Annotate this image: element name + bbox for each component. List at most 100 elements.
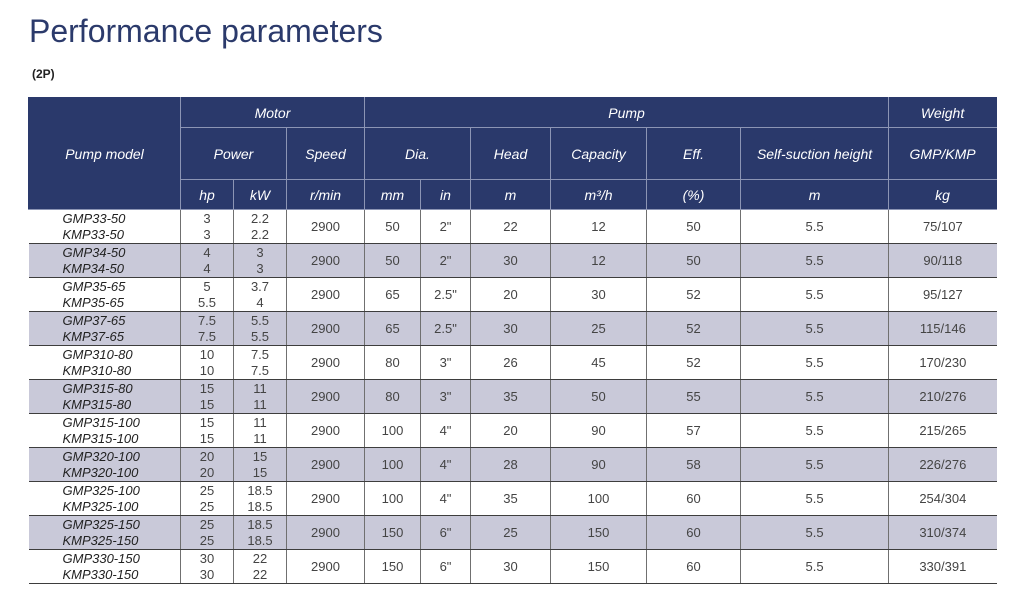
kmp-power-kw: 2.2 xyxy=(250,226,270,242)
capacity-cell: 12 xyxy=(550,209,647,244)
gmp-model-name: GMP320-100 xyxy=(62,448,140,464)
eff-cell: 52 xyxy=(646,311,741,346)
header-dia: Dia. xyxy=(364,127,471,180)
kmp-power-hp: 5.5 xyxy=(197,294,217,310)
model-cell: GMP325-150 KMP325-150 xyxy=(28,515,181,550)
self-suction-cell: 5.5 xyxy=(739,413,889,448)
gmp-power-kw: 3 xyxy=(256,244,264,260)
gmp-model-name: GMP315-100 xyxy=(62,414,140,430)
head-cell: 30 xyxy=(470,311,551,346)
unit-weight: kg xyxy=(888,179,998,210)
dia-in-cell: 2" xyxy=(420,243,471,278)
model-cell: GMP315-100 KMP315-100 xyxy=(28,413,181,448)
capacity-cell: 25 xyxy=(550,311,647,346)
header-weight-group: Weight xyxy=(888,97,998,128)
model-cell: GMP34-50 KMP34-50 xyxy=(28,243,181,278)
speed-cell: 2900 xyxy=(286,209,365,244)
kmp-power-hp: 25 xyxy=(199,498,215,514)
header-pump-group: Pump xyxy=(363,97,890,128)
kmp-power-hp: 30 xyxy=(199,566,215,582)
capacity-cell: 50 xyxy=(550,379,647,414)
dia-mm-cell: 65 xyxy=(364,277,421,312)
gmp-power-kw: 2.2 xyxy=(250,210,270,226)
weight-cell: 226/276 xyxy=(888,447,997,482)
eff-cell: 60 xyxy=(646,481,741,516)
unit-speed: r/min xyxy=(286,179,365,210)
self-suction-cell: 5.5 xyxy=(739,515,889,550)
header-row-groups: Pump model Motor Pump Weight xyxy=(28,97,998,210)
model-cell: GMP33-50 KMP33-50 xyxy=(28,209,181,244)
kmp-power-hp: 7.5 xyxy=(197,328,217,344)
head-cell: 35 xyxy=(470,379,551,414)
dia-mm-cell: 80 xyxy=(364,345,421,380)
self-suction-cell: 5.5 xyxy=(739,481,889,516)
unit-eff: (%) xyxy=(646,179,741,210)
gmp-model-name: GMP315-80 xyxy=(62,380,133,396)
dia-mm-cell: 50 xyxy=(364,243,421,278)
model-cell: GMP330-150 KMP330-150 xyxy=(28,549,181,584)
speed-cell: 2900 xyxy=(286,311,365,346)
speed-cell: 2900 xyxy=(286,549,365,584)
kmp-power-kw: 18.5 xyxy=(247,498,273,514)
capacity-cell: 90 xyxy=(550,413,647,448)
speed-cell: 2900 xyxy=(286,277,365,312)
capacity-cell: 150 xyxy=(550,549,647,584)
weight-cell: 75/107 xyxy=(888,209,997,244)
kmp-model-name: KMP315-100 xyxy=(62,430,139,446)
model-cell: GMP315-80 KMP315-80 xyxy=(28,379,181,414)
self-suction-cell: 5.5 xyxy=(739,311,889,346)
power-kw-cell: 11 11 xyxy=(233,379,287,414)
gmp-power-hp: 25 xyxy=(199,516,215,532)
model-cell: GMP320-100 KMP320-100 xyxy=(28,447,181,482)
power-hp-cell: 7.5 7.5 xyxy=(180,311,234,346)
eff-cell: 60 xyxy=(646,515,741,550)
header-pump-model: Pump model xyxy=(28,97,181,210)
kmp-power-kw: 5.5 xyxy=(250,328,270,344)
gmp-power-hp: 7.5 xyxy=(197,312,217,328)
kmp-model-name: KMP34-50 xyxy=(62,260,124,276)
capacity-cell: 150 xyxy=(550,515,647,550)
self-suction-cell: 5.5 xyxy=(739,447,889,482)
dia-mm-cell: 100 xyxy=(364,447,421,482)
dia-in-cell: 2.5" xyxy=(420,277,471,312)
head-cell: 22 xyxy=(470,209,551,244)
speed-cell: 2900 xyxy=(286,515,365,550)
gmp-model-name: GMP325-150 xyxy=(62,516,140,532)
head-cell: 28 xyxy=(470,447,551,482)
unit-dia-mm: mm xyxy=(364,179,421,210)
dia-in-cell: 4" xyxy=(420,447,471,482)
gmp-power-hp: 20 xyxy=(199,448,215,464)
kmp-power-kw: 11 xyxy=(253,430,267,446)
kmp-power-kw: 22 xyxy=(252,566,268,582)
header-motor-group: Motor xyxy=(180,97,365,128)
gmp-power-hp: 30 xyxy=(199,550,215,566)
power-kw-cell: 15 15 xyxy=(233,447,287,482)
gmp-power-kw: 15 xyxy=(252,448,268,464)
unit-hp: hp xyxy=(180,179,234,210)
head-cell: 20 xyxy=(470,277,551,312)
self-suction-cell: 5.5 xyxy=(739,549,889,584)
capacity-cell: 90 xyxy=(550,447,647,482)
model-cell: GMP325-100 KMP325-100 xyxy=(28,481,181,516)
gmp-power-kw: 11 xyxy=(253,414,267,430)
gmp-model-name: GMP34-50 xyxy=(62,244,126,260)
gmp-power-hp: 15 xyxy=(199,380,215,396)
weight-cell: 210/276 xyxy=(888,379,997,414)
gmp-model-name: GMP35-65 xyxy=(62,278,126,294)
power-hp-cell: 25 25 xyxy=(180,481,234,516)
kmp-power-kw: 4 xyxy=(256,294,264,310)
self-suction-cell: 5.5 xyxy=(739,379,889,414)
table-row: GMP325-100 KMP325-100 25 25 18.5 18.5 2900 100 4… xyxy=(28,481,997,516)
eff-cell: 55 xyxy=(646,379,741,414)
kmp-model-name: KMP325-150 xyxy=(62,532,139,548)
gmp-power-hp: 10 xyxy=(199,346,215,362)
speed-cell: 2900 xyxy=(286,447,365,482)
dia-mm-cell: 150 xyxy=(364,549,421,584)
head-cell: 30 xyxy=(470,243,551,278)
gmp-power-kw: 18.5 xyxy=(247,516,273,532)
dia-in-cell: 4" xyxy=(420,413,471,448)
dia-mm-cell: 50 xyxy=(364,209,421,244)
model-cell: GMP35-65 KMP35-65 xyxy=(28,277,181,312)
gmp-power-kw: 5.5 xyxy=(250,312,270,328)
